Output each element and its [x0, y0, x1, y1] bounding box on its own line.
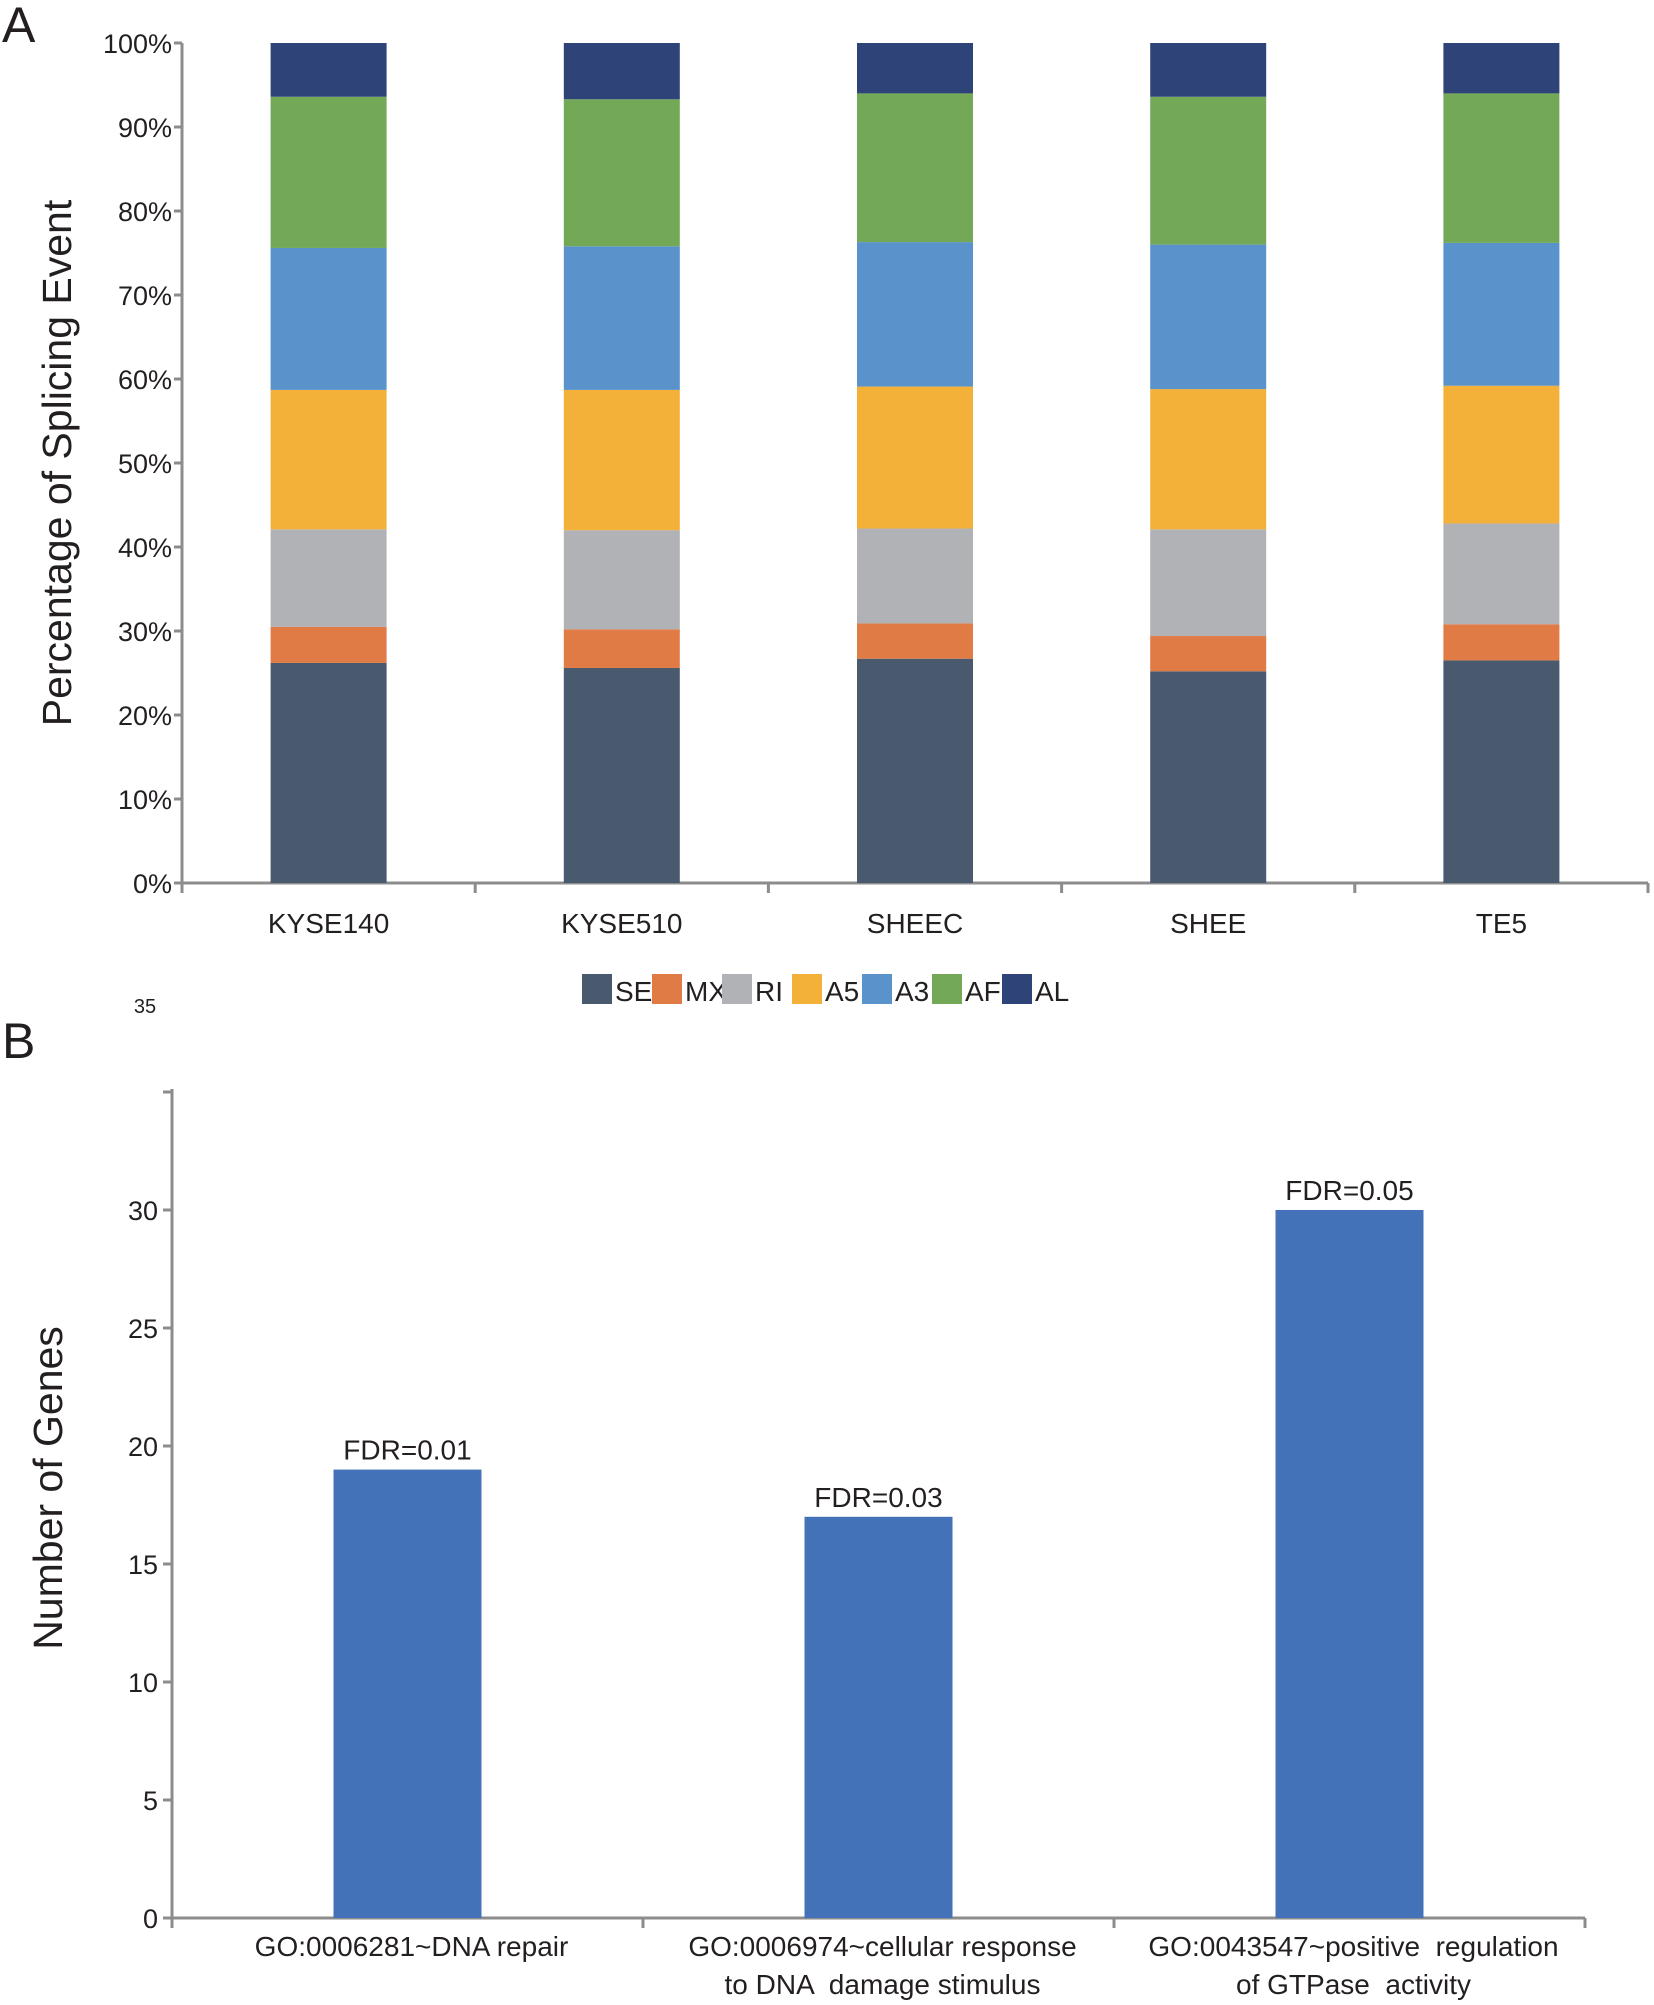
y-tick-label-b: 5: [143, 1786, 158, 1816]
x-tick-label-a: KYSE510: [561, 908, 682, 939]
legend-label-mx: MX: [685, 976, 727, 1007]
y-tick-label-a: 80%: [118, 197, 172, 227]
legend-label-al: AL: [1035, 976, 1069, 1007]
bar-segment-se: [1443, 660, 1560, 883]
legend-label-a5: A5: [825, 976, 859, 1007]
legend-label-se: SE: [615, 976, 652, 1007]
bar-segment-mx: [270, 626, 387, 663]
y-tick-label-a: 100%: [103, 29, 172, 59]
y-tick-label-a: 60%: [118, 365, 172, 395]
x-tick-label-a: TE5: [1476, 908, 1527, 939]
y-tick-label-b: 10: [128, 1668, 158, 1698]
data-label-fdr: FDR=0.03: [814, 1482, 942, 1513]
legend-swatch-al: [1002, 974, 1032, 1004]
legend-label-af: AF: [965, 976, 1001, 1007]
bar-segment-se: [857, 658, 973, 883]
legend-label-a3: A3: [895, 976, 929, 1007]
y-tick-label-b: 30: [128, 1196, 158, 1226]
x-tick-label-a: SHEEC: [867, 908, 963, 939]
x-tick-label-b: of GTPase activity: [1236, 1969, 1471, 2000]
bar-segment-se: [563, 667, 680, 883]
bar-segment-ri: [857, 528, 973, 624]
y-tick-label-a: 10%: [118, 785, 172, 815]
y-tick-label-a: 40%: [118, 533, 172, 563]
bar-segment-a5: [1443, 385, 1560, 524]
bar-segment-a5: [857, 386, 973, 529]
y-tick-label-b: 15: [128, 1550, 158, 1580]
bar-segment-ri: [563, 530, 680, 630]
y-tick-label-b: 20: [128, 1432, 158, 1462]
x-tick-label-b: to DNA damage stimulus: [725, 1969, 1041, 2000]
panel-label-a: A: [2, 0, 36, 53]
chart-a-splicing-events: 0% 10% 20% 30% 40% 50% 60% 70% 80% 90% 100% KYSE140…: [34, 29, 1650, 939]
bar-segment-ri: [1443, 523, 1560, 625]
bar-b: [804, 1516, 953, 1918]
bar-segment-se: [1150, 671, 1267, 883]
bar-b: [1275, 1210, 1424, 1918]
x-tick-label-a: SHEE: [1170, 908, 1246, 939]
bar-segment-a3: [857, 242, 973, 387]
bar-segment-al: [1150, 43, 1267, 97]
y-tick-label-a: 50%: [118, 449, 172, 479]
y-tick-label-b: 0: [143, 1904, 158, 1934]
bar-segment-a3: [1150, 244, 1267, 390]
bar-segment-af: [1150, 96, 1267, 245]
bar-segment-af: [857, 93, 973, 243]
legend-swatch-a3: [862, 974, 892, 1004]
legend-swatch-ri: [722, 974, 752, 1004]
bar-segment-mx: [1443, 624, 1560, 661]
bar-segment-af: [270, 96, 387, 248]
bar-b: [333, 1469, 482, 1918]
bar-segment-a3: [270, 247, 387, 390]
bar-segment-se: [270, 662, 387, 883]
x-tick-label-a: KYSE140: [268, 908, 389, 939]
y-tick-label-a: 70%: [118, 281, 172, 311]
bar-segment-ri: [270, 529, 387, 627]
bar-segment-a5: [1150, 389, 1267, 530]
panel-label-b: B: [2, 1013, 35, 1069]
y-tick-label-a: 20%: [118, 701, 172, 731]
y-tick-label-a: 30%: [118, 617, 172, 647]
y-axis-title-b: Number of Genes: [25, 1326, 71, 1650]
bar-segment-af: [1443, 93, 1560, 243]
bar-segment-af: [563, 99, 680, 247]
x-tick-label-b: GO:0006281~DNA repair: [255, 1931, 569, 1962]
legend-label-ri: RI: [755, 976, 783, 1007]
data-label-fdr: FDR=0.05: [1285, 1175, 1413, 1206]
y-tick-label-a: 0%: [133, 869, 172, 899]
bar-segment-a5: [270, 389, 387, 530]
bar-segment-mx: [857, 623, 973, 659]
bar-segment-al: [563, 43, 680, 100]
data-label-fdr: FDR=0.01: [343, 1435, 471, 1466]
y-axis-title-a: Percentage of Splicing Event: [34, 199, 80, 726]
y-tick-label-b: 35: [134, 996, 156, 1018]
bar-segment-al: [270, 43, 387, 97]
y-tick-label-a: 90%: [118, 113, 172, 143]
bar-segment-a3: [563, 246, 680, 390]
legend-swatch-a5: [792, 974, 822, 1004]
legend-swatch-se: [582, 974, 612, 1004]
y-tick-label-b: 25: [128, 1314, 158, 1344]
chart-b-go-enrichment: 0 5 10 15 20 25 30 35 FDR=0.01 GO:0006281~DNA rep…: [25, 996, 1587, 2000]
bar-segment-mx: [1150, 636, 1267, 672]
legend-swatch-af: [932, 974, 962, 1004]
x-tick-label-b: GO:0006974~cellular response: [688, 1931, 1076, 1962]
x-tick-label-b: GO:0043547~positive regulation: [1148, 1931, 1558, 1962]
bar-segment-al: [1443, 43, 1560, 94]
chart-a-legend: SE MX RI A5 A3 AF AL: [582, 974, 1069, 1007]
bar-segment-ri: [1150, 529, 1267, 637]
bar-segment-al: [857, 43, 973, 94]
bar-segment-a5: [563, 389, 680, 531]
legend-swatch-mx: [652, 974, 682, 1004]
bar-segment-mx: [563, 629, 680, 668]
bar-segment-a3: [1443, 242, 1560, 386]
